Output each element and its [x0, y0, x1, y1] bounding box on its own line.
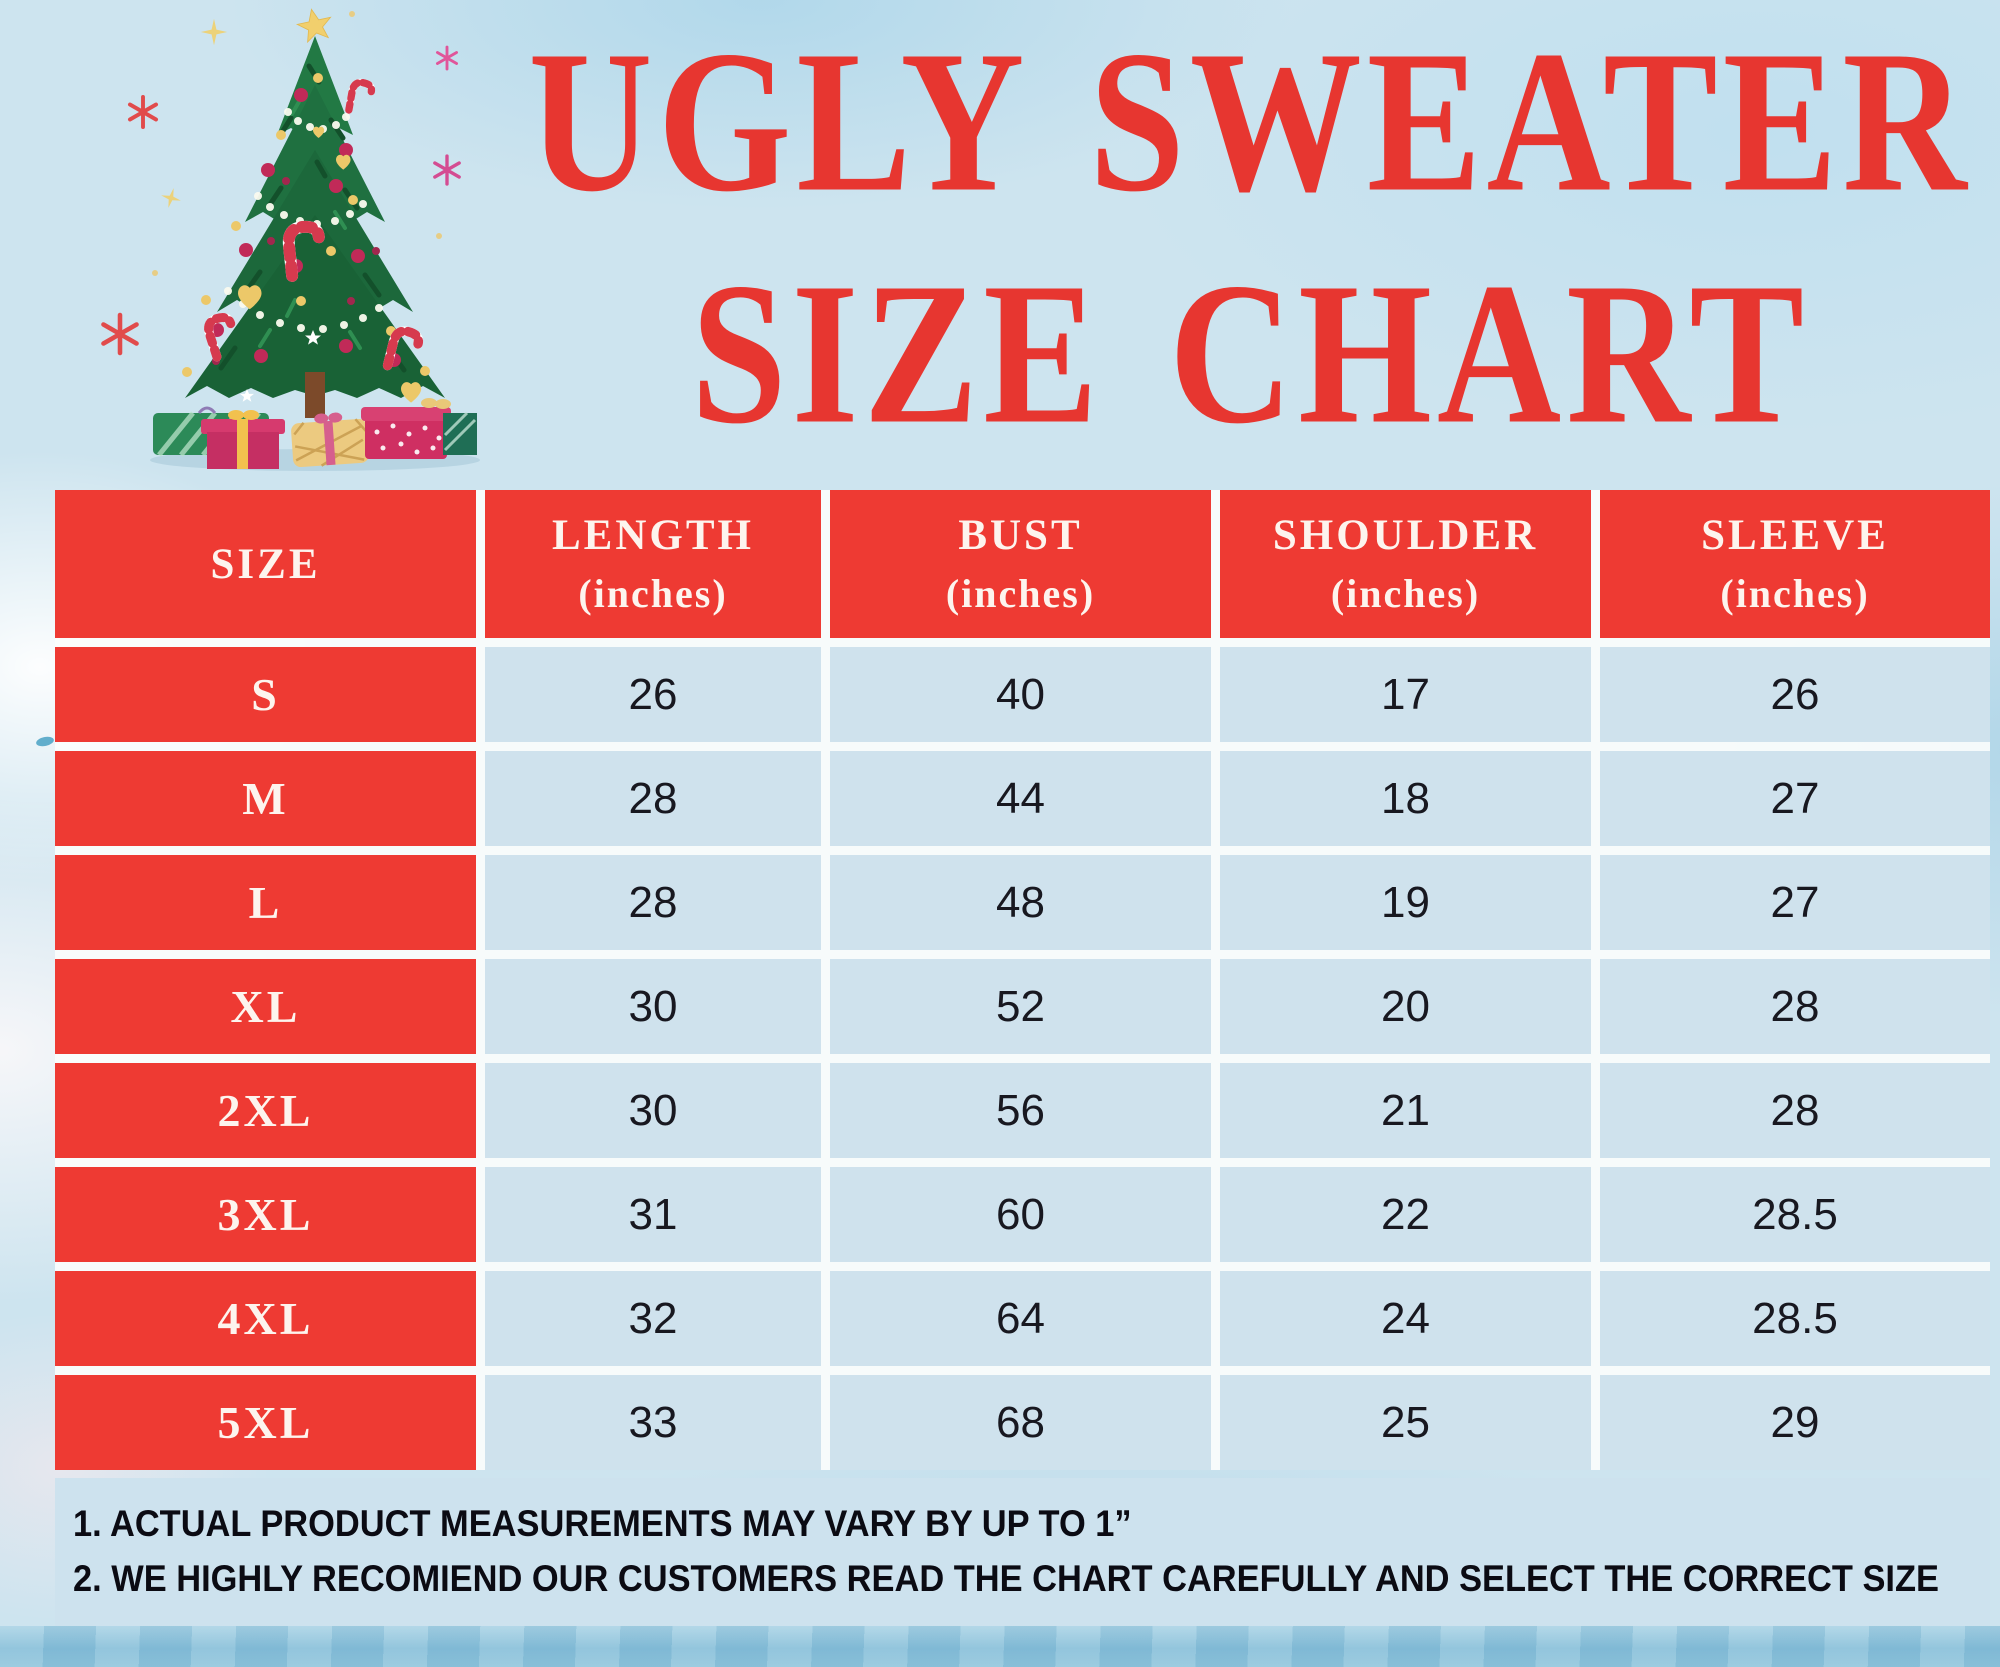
- tree: [182, 4, 445, 403]
- header-label: SLEEVE: [1701, 512, 1889, 559]
- row-header-5xl: 5XL: [55, 1375, 476, 1470]
- header-label: LENGTH: [552, 512, 754, 559]
- cell-4xl-shoulder: 24: [1220, 1271, 1591, 1366]
- cell-5xl-shoulder: 25: [1220, 1375, 1591, 1470]
- cell-m-sleeve: 27: [1600, 751, 1990, 846]
- row-header-3xl: 3XL: [55, 1167, 476, 1262]
- cell-s-shoulder: 17: [1220, 647, 1591, 742]
- page-title: UGLY SWEATER SIZE CHART: [500, 21, 2000, 456]
- column-header-size: SIZE: [55, 490, 476, 638]
- header-unit: (inches): [1330, 571, 1481, 616]
- sparkle-decorations: [103, 11, 461, 353]
- christmas-tree-illustration: [95, 4, 480, 471]
- cell-3xl-shoulder: 22: [1220, 1167, 1591, 1262]
- header-unit: (inches): [945, 571, 1096, 616]
- gift-gold: [291, 412, 369, 468]
- cell-s-bust: 40: [830, 647, 1211, 742]
- cell-2xl-sleeve: 28: [1600, 1063, 1990, 1158]
- cell-5xl-length: 33: [485, 1375, 821, 1470]
- column-header-shoulder: SHOULDER (inches): [1220, 490, 1591, 638]
- gift-magenta: [201, 410, 285, 469]
- note-read-chart-carefully: 2. WE HIGHLY RECOMIEND OUR CUSTOMERS REA…: [73, 1558, 1939, 1599]
- cell-2xl-shoulder: 21: [1220, 1063, 1591, 1158]
- row-header-xl: XL: [55, 959, 476, 1054]
- footer-notes-panel: 1. ACTUAL PRODUCT MEASUREMENTS MAY VARY …: [55, 1478, 1990, 1626]
- row-header-4xl: 4XL: [55, 1271, 476, 1366]
- header-label: SHOULDER: [1272, 512, 1539, 559]
- cell-s-sleeve: 26: [1600, 647, 1990, 742]
- row-header-2xl: 2XL: [55, 1063, 476, 1158]
- cell-m-length: 28: [485, 751, 821, 846]
- cell-m-bust: 44: [830, 751, 1211, 846]
- cell-3xl-length: 31: [485, 1167, 821, 1262]
- cell-xl-length: 30: [485, 959, 821, 1054]
- cell-l-bust: 48: [830, 855, 1211, 950]
- cell-4xl-sleeve: 28.5: [1600, 1271, 1990, 1366]
- cell-l-shoulder: 19: [1220, 855, 1591, 950]
- gift-crimson-dotted: [361, 398, 451, 459]
- cell-xl-sleeve: 28: [1600, 959, 1990, 1054]
- cell-m-shoulder: 18: [1220, 751, 1591, 846]
- paint-dot-accent: [35, 735, 55, 748]
- cell-l-length: 28: [485, 855, 821, 950]
- cell-l-sleeve: 27: [1600, 855, 1990, 950]
- size-chart-table: SIZE LENGTH (inches) BUST (inches) SHOUL…: [55, 490, 1990, 1470]
- cell-4xl-length: 32: [485, 1271, 821, 1366]
- cell-xl-shoulder: 20: [1220, 959, 1591, 1054]
- header-unit: (inches): [1720, 571, 1870, 616]
- row-header-m: M: [55, 751, 476, 846]
- note-measurement-variance: 1. ACTUAL PRODUCT MEASUREMENTS MAY VARY …: [73, 1503, 1132, 1544]
- row-header-s: S: [55, 647, 476, 742]
- cell-5xl-sleeve: 29: [1600, 1375, 1990, 1470]
- column-header-bust: BUST (inches): [830, 490, 1211, 638]
- column-header-length: LENGTH (inches): [485, 490, 821, 638]
- cell-5xl-bust: 68: [830, 1375, 1211, 1470]
- cell-s-length: 26: [485, 647, 821, 742]
- cell-4xl-bust: 64: [830, 1271, 1211, 1366]
- ornament-gold-balls: [182, 73, 430, 377]
- header-label: SIZE: [210, 540, 321, 588]
- title-line-2: SIZE CHART: [690, 242, 1810, 467]
- cell-2xl-bust: 56: [830, 1063, 1211, 1158]
- title-line-1: UGLY SWEATER: [528, 10, 1972, 235]
- gift-teal-striped: [443, 411, 477, 455]
- column-header-sleeve: SLEEVE (inches): [1600, 490, 1990, 638]
- header-label: BUST: [958, 512, 1083, 559]
- gift-boxes: [153, 398, 477, 469]
- watercolor-bottom-band: [0, 1626, 2000, 1667]
- cell-3xl-sleeve: 28.5: [1600, 1167, 1990, 1262]
- header-unit: (inches): [578, 571, 728, 616]
- row-header-l: L: [55, 855, 476, 950]
- cell-2xl-length: 30: [485, 1063, 821, 1158]
- cell-3xl-bust: 60: [830, 1167, 1211, 1262]
- tree-illustration-area: [95, 0, 495, 478]
- cell-xl-bust: 52: [830, 959, 1211, 1054]
